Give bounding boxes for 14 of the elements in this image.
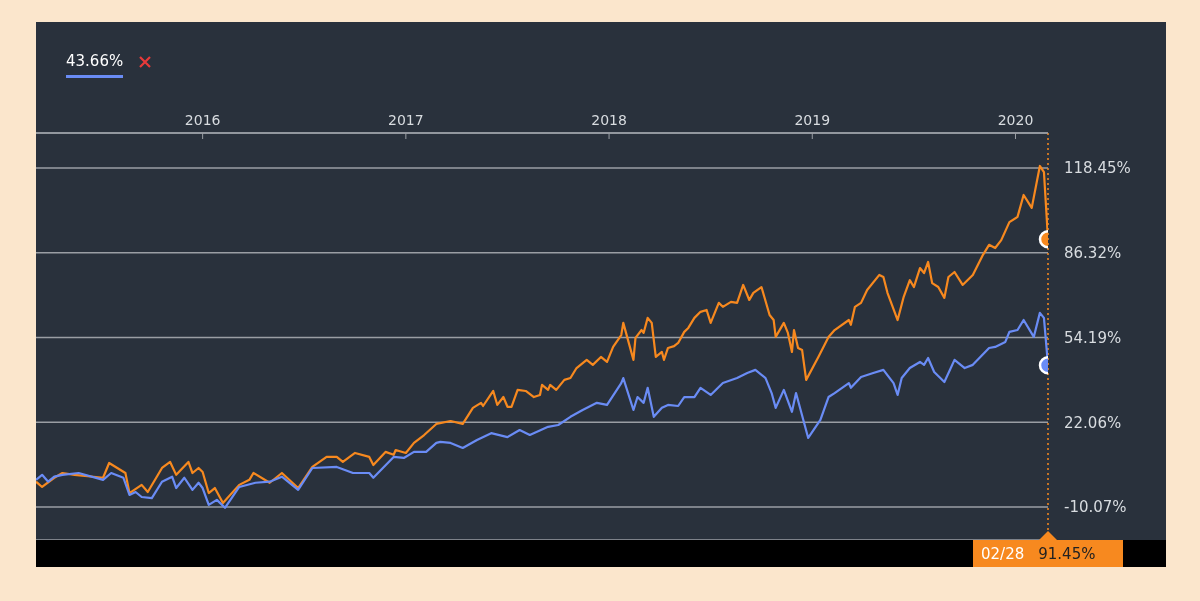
x-tick-label: 2017: [388, 112, 424, 128]
text: 02/28: [981, 544, 1025, 563]
y-tick-label: 86.32%: [1064, 244, 1122, 263]
x-tick-label: 2016: [184, 112, 221, 128]
text: 91.45%: [1038, 544, 1096, 563]
x-tick-label: 2018: [591, 112, 627, 128]
y-tick-label: -10.07%: [1064, 498, 1127, 517]
y-tick-label: 54.19%: [1064, 328, 1122, 347]
y-tick-label: 118.45%: [1064, 159, 1131, 178]
text: 43.66%: [66, 52, 124, 78]
line-series: [36, 311, 1048, 509]
x-tick-label: 2020: [997, 112, 1034, 128]
x-tick-label: 2019: [794, 112, 831, 128]
y-tick-label: 22.06%: [1064, 413, 1122, 432]
